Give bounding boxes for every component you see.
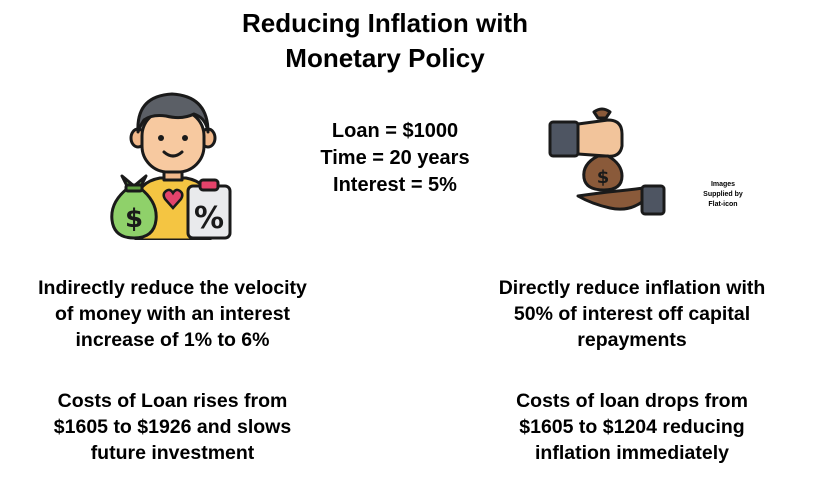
person-money-bag-percent-icon: $ % xyxy=(110,92,232,240)
svg-text:$: $ xyxy=(597,167,610,188)
title-line-1: Reducing Inflation with xyxy=(242,8,528,38)
loan-time: Time = 20 years xyxy=(320,147,470,169)
credit-line-1: Images xyxy=(710,181,736,188)
right-point2-line2: $1605 to $1204 reducing xyxy=(519,416,745,438)
right-point1-line1: Directly reduce inflation with xyxy=(498,277,766,299)
right-point-direct-reduction: Directly reduce inflation with 50% of in… xyxy=(458,275,806,353)
left-point-velocity: Indirectly reduce the velocity of money … xyxy=(0,275,345,353)
credit-line-3: Flat-icon xyxy=(708,201,738,208)
svg-text:$: $ xyxy=(125,204,143,234)
left-point2-line3: future investment xyxy=(90,442,255,464)
right-point1-line2: 50% of interest off capital xyxy=(513,303,751,325)
left-point-loan-cost: Costs of Loan rises from $1605 to $1926 … xyxy=(0,388,345,466)
credit-line-2: Supplied by xyxy=(703,191,743,198)
left-point2-line1: Costs of Loan rises from xyxy=(57,390,288,412)
page-title: Reducing Inflation with Monetary Policy xyxy=(150,6,620,76)
loan-amount: Loan = $1000 xyxy=(331,120,459,142)
left-point1-line3: increase of 1% to 6% xyxy=(75,329,270,351)
right-point2-line3: inflation immediately xyxy=(535,442,729,464)
left-point2-line2: $1605 to $1926 and slows xyxy=(53,416,292,438)
right-point1-line3: repayments xyxy=(577,329,687,351)
title-line-2: Monetary Policy xyxy=(285,43,485,73)
hands-exchanging-money-bag-icon: $ xyxy=(548,107,666,216)
right-point2-line1: Costs of loan drops from xyxy=(516,390,748,412)
loan-details: Loan = $1000 Time = 20 years Interest = … xyxy=(290,118,500,199)
left-point1-line1: Indirectly reduce the velocity xyxy=(38,277,307,299)
image-credit: Images Supplied by Flat-icon xyxy=(690,180,756,210)
loan-interest: Interest = 5% xyxy=(333,174,457,196)
svg-text:%: % xyxy=(194,201,224,236)
right-point-loan-cost: Costs of loan drops from $1605 to $1204 … xyxy=(458,388,806,466)
left-point1-line2: of money with an interest xyxy=(54,303,291,325)
